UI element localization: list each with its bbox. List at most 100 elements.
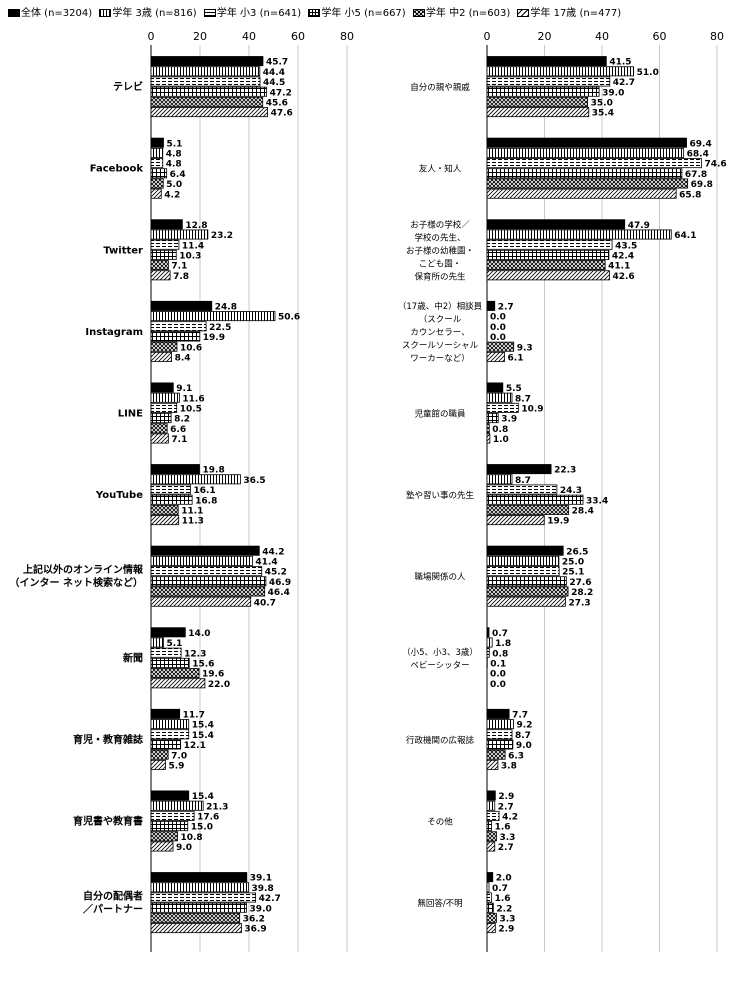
data-label: 45.6	[266, 99, 288, 109]
category-label: 育児・教育雑誌	[73, 733, 143, 746]
bar	[150, 586, 266, 597]
bar	[150, 76, 261, 87]
bar	[486, 596, 566, 607]
data-label: 22.3	[554, 466, 576, 476]
data-label: 8.4	[175, 354, 191, 364]
bar	[150, 627, 186, 638]
data-label: 3.9	[501, 415, 517, 425]
bar	[150, 739, 182, 750]
data-label: 7.7	[512, 711, 528, 721]
data-label: 36.9	[244, 925, 266, 935]
legend-swatch-solid	[8, 9, 20, 17]
bar	[150, 107, 269, 118]
data-label: 25.1	[562, 568, 584, 578]
bar	[486, 484, 558, 495]
category-label: （小5、小3、3歳）ベビーシッター	[402, 647, 478, 671]
bar	[150, 66, 261, 77]
data-label: 0.0	[490, 323, 506, 333]
data-label: 19.8	[203, 466, 225, 476]
data-label: 4.2	[164, 190, 180, 200]
data-label: 24.8	[215, 303, 237, 313]
bar	[486, 402, 519, 413]
bar	[486, 300, 496, 311]
data-label: 0.0	[490, 670, 506, 680]
legend-item: 学年 17歳 (n=477)	[517, 4, 621, 19]
bar	[150, 484, 191, 495]
data-label: 8.7	[515, 476, 531, 486]
bar	[150, 912, 241, 923]
category-label: 児童館の職員	[414, 409, 466, 420]
data-label: 16.1	[193, 486, 215, 496]
data-label: 7.0	[171, 751, 187, 761]
tick-label: 20	[193, 30, 207, 43]
bar	[486, 86, 600, 97]
data-label: 68.4	[687, 150, 709, 160]
bar	[150, 464, 200, 475]
bar	[486, 841, 496, 852]
bar	[486, 239, 613, 250]
data-label: 35.4	[592, 109, 614, 119]
bar	[486, 392, 513, 403]
data-label: 1.0	[493, 435, 509, 445]
bar	[150, 790, 190, 801]
legend-swatch-cross	[412, 9, 425, 17]
data-label: 47.9	[628, 221, 650, 231]
bar	[486, 56, 607, 67]
legend-label: 学年 小5 (n=667)	[321, 8, 406, 19]
legend-label: 学年 小3 (n=641)	[216, 8, 302, 19]
data-label: 15.4	[192, 731, 214, 741]
bar	[486, 810, 500, 821]
category-label: お子様の学校／学校の先生、お子様の幼稚園・こども園・保育所の先生	[406, 219, 474, 282]
bar	[486, 576, 567, 587]
data-label: 9.1	[176, 384, 192, 394]
data-label: 5.1	[166, 639, 182, 649]
bar	[486, 260, 606, 271]
bar	[150, 331, 201, 342]
data-label: 9.0	[516, 741, 532, 751]
data-label: 5.0	[166, 180, 182, 190]
data-label: 47.6	[271, 109, 293, 119]
data-label: 24.3	[560, 486, 582, 496]
bar	[486, 790, 496, 801]
legend-swatch-diag	[517, 9, 530, 17]
data-label: 11.4	[182, 241, 204, 251]
category-label: その他	[427, 817, 453, 828]
data-label: 35.0	[591, 99, 613, 109]
bar	[150, 708, 181, 719]
bar	[150, 474, 241, 485]
bar	[486, 270, 610, 281]
bar	[486, 902, 494, 913]
bar	[150, 902, 247, 913]
bar	[150, 647, 182, 658]
data-label: 11.7	[183, 711, 205, 721]
bar	[486, 647, 490, 658]
data-label: 1.6	[495, 823, 511, 833]
bar	[150, 219, 183, 230]
bar	[150, 402, 178, 413]
data-label: 22.0	[208, 680, 230, 690]
data-label: 5.9	[168, 762, 184, 772]
bar	[486, 464, 552, 475]
bar	[150, 321, 207, 332]
legend-item: 学年 3歳 (n=816)	[99, 4, 197, 19]
data-label: 2.9	[498, 792, 514, 802]
bar	[486, 566, 560, 577]
bar	[150, 137, 164, 148]
data-label: 69.8	[691, 180, 713, 190]
data-label: 0.8	[492, 425, 508, 435]
bar	[486, 423, 490, 434]
data-label: 10.6	[180, 343, 202, 353]
data-label: 67.8	[685, 170, 707, 180]
data-label: 23.2	[211, 231, 233, 241]
data-label: 43.5	[615, 241, 637, 251]
data-label: 15.4	[192, 792, 214, 802]
bar	[150, 178, 164, 189]
data-label: 8.2	[174, 415, 190, 425]
data-label: 41.4	[255, 558, 277, 568]
bar	[486, 627, 490, 638]
data-label: 4.2	[502, 813, 518, 823]
data-label: 36.2	[243, 915, 265, 925]
data-label: 8.7	[515, 731, 531, 741]
bar	[150, 504, 179, 515]
bar	[486, 494, 584, 505]
